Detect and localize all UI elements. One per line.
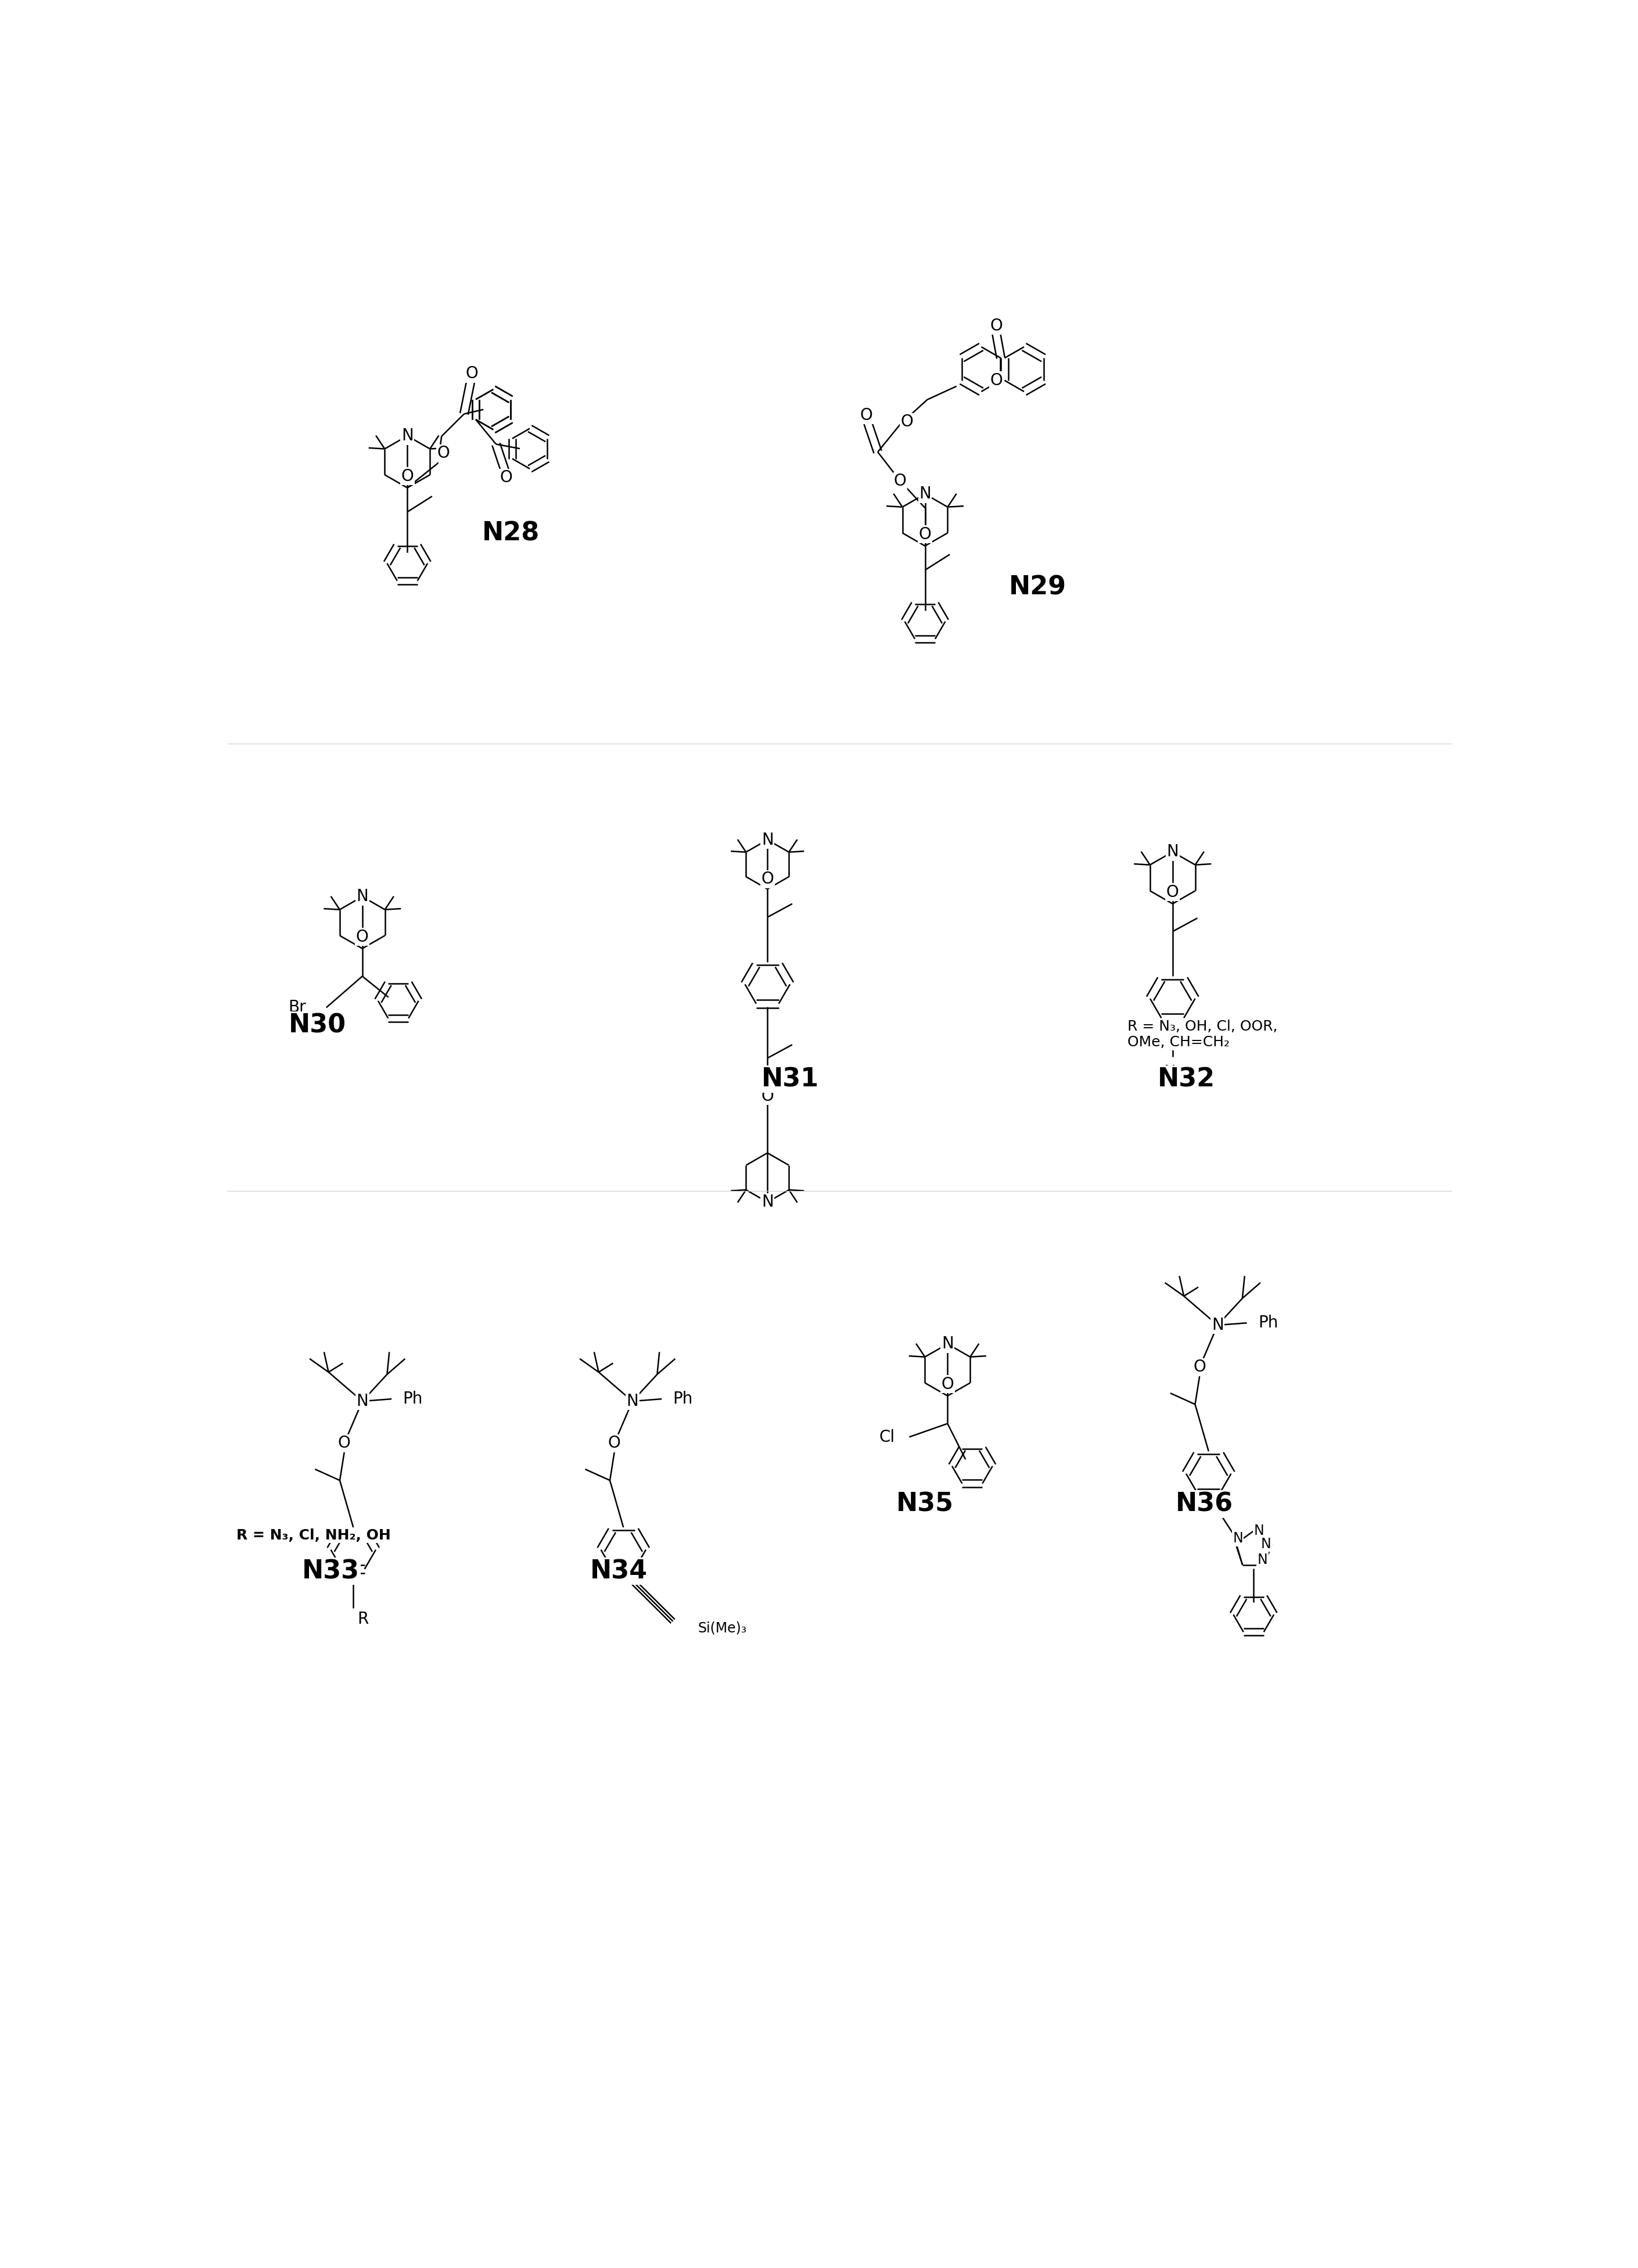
- Text: N: N: [357, 889, 369, 905]
- Text: O: O: [608, 1436, 621, 1452]
- Text: N: N: [1212, 1318, 1224, 1334]
- Text: N: N: [942, 1336, 953, 1352]
- Text: O: O: [989, 372, 1002, 388]
- Text: O: O: [919, 526, 932, 542]
- Text: Ph: Ph: [1258, 1315, 1278, 1331]
- Text: O: O: [762, 871, 773, 887]
- Text: N34: N34: [590, 1558, 647, 1583]
- Text: O: O: [894, 474, 906, 490]
- Text: O: O: [942, 1377, 953, 1393]
- Text: O: O: [901, 413, 914, 431]
- Text: N: N: [1258, 1554, 1268, 1567]
- Text: N31: N31: [762, 1066, 819, 1091]
- Text: R: R: [357, 1610, 369, 1626]
- Text: O: O: [355, 930, 369, 946]
- Text: N: N: [919, 485, 930, 501]
- Text: O: O: [989, 318, 1002, 333]
- Text: Ph: Ph: [403, 1390, 423, 1406]
- Text: N: N: [401, 429, 413, 445]
- FancyBboxPatch shape: [200, 268, 1479, 2023]
- Text: O: O: [500, 469, 513, 485]
- Text: N35: N35: [896, 1492, 953, 1517]
- Text: Ph: Ph: [673, 1390, 693, 1406]
- Text: O: O: [1166, 885, 1179, 900]
- Text: O: O: [860, 408, 873, 424]
- Text: N: N: [626, 1393, 639, 1408]
- Text: N36: N36: [1176, 1492, 1233, 1517]
- Text: O: O: [437, 445, 450, 460]
- Text: O: O: [1194, 1359, 1206, 1374]
- Text: N: N: [1253, 1524, 1265, 1538]
- Text: N: N: [762, 832, 773, 848]
- Text: O: O: [401, 467, 414, 485]
- Text: N33: N33: [301, 1558, 360, 1583]
- Text: R = N₃, OH, Cl, OOR,
OMe, CH=CH₂: R = N₃, OH, Cl, OOR, OMe, CH=CH₂: [1127, 1018, 1278, 1050]
- Text: N₃: N₃: [1163, 1064, 1181, 1080]
- Text: Si(Me)₃: Si(Me)₃: [698, 1622, 747, 1635]
- Text: N: N: [1166, 844, 1179, 860]
- Text: R = N₃, Cl, NH₂, OH: R = N₃, Cl, NH₂, OH: [236, 1529, 390, 1542]
- Text: N28: N28: [482, 522, 539, 547]
- Text: O: O: [465, 365, 478, 381]
- Text: O: O: [337, 1436, 351, 1452]
- Text: N30: N30: [288, 1014, 346, 1039]
- Text: Cl: Cl: [880, 1429, 894, 1445]
- Text: O: O: [762, 1089, 773, 1105]
- Text: N: N: [1233, 1531, 1243, 1545]
- Text: N: N: [1261, 1538, 1271, 1551]
- Text: Br: Br: [288, 1000, 306, 1016]
- Text: N: N: [762, 1193, 773, 1211]
- Text: N32: N32: [1158, 1066, 1215, 1091]
- Text: N29: N29: [1009, 574, 1066, 599]
- Text: N: N: [357, 1393, 369, 1408]
